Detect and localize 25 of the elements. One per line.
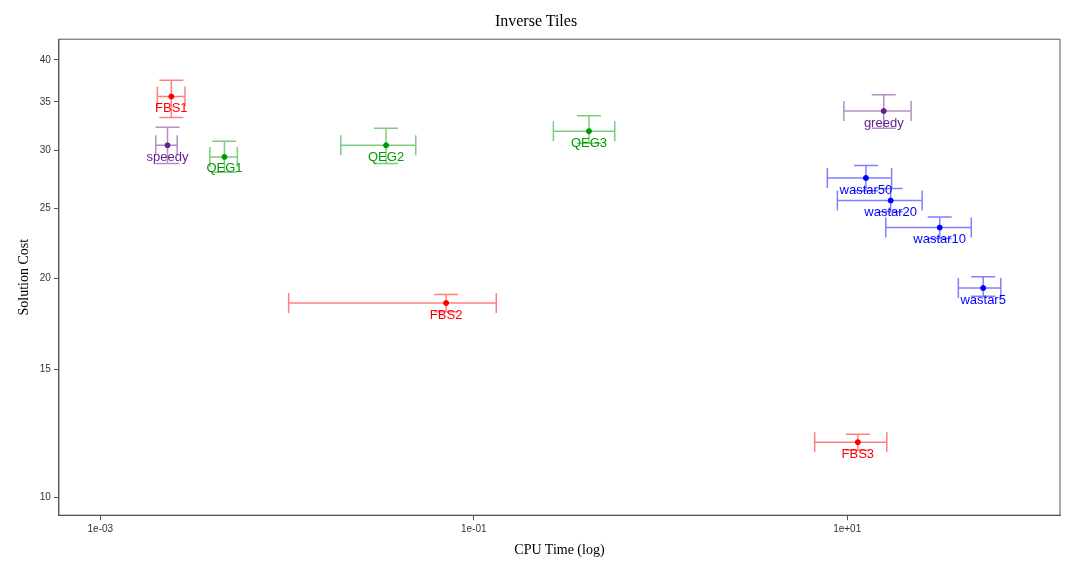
x-tick-label: 1e-03 bbox=[87, 522, 114, 534]
y-tick-label: 35 bbox=[39, 95, 52, 107]
text: QEG2 bbox=[367, 148, 405, 164]
x-tick-label: 1e-01 bbox=[460, 522, 487, 534]
y-tick-label: 40 bbox=[39, 53, 52, 65]
text: wastar50 bbox=[838, 181, 893, 197]
y-axis-title: Solution Cost bbox=[16, 238, 32, 316]
y-tick-label: 25 bbox=[39, 201, 52, 213]
x-axis-title: CPU Time (log) bbox=[514, 542, 605, 559]
chart-title: Inverse Tiles bbox=[494, 11, 578, 29]
text: FBS3 bbox=[841, 445, 875, 461]
text: greedy bbox=[863, 114, 905, 130]
y-tick-label: 30 bbox=[39, 144, 52, 156]
y-tick-label: 10 bbox=[39, 490, 52, 502]
text: QEG1 bbox=[206, 160, 243, 176]
text: FBS2 bbox=[429, 306, 463, 322]
y-tick-label: 20 bbox=[39, 272, 52, 284]
text: QEG3 bbox=[570, 134, 608, 150]
text: wastar5 bbox=[959, 291, 1006, 307]
text: speedy bbox=[146, 148, 189, 164]
text: FBS1 bbox=[155, 100, 188, 116]
x-tick-label: 1e+01 bbox=[833, 522, 862, 534]
text: wastar20 bbox=[863, 204, 918, 220]
text: wastar10 bbox=[912, 231, 967, 247]
y-tick-label: 15 bbox=[39, 362, 52, 374]
